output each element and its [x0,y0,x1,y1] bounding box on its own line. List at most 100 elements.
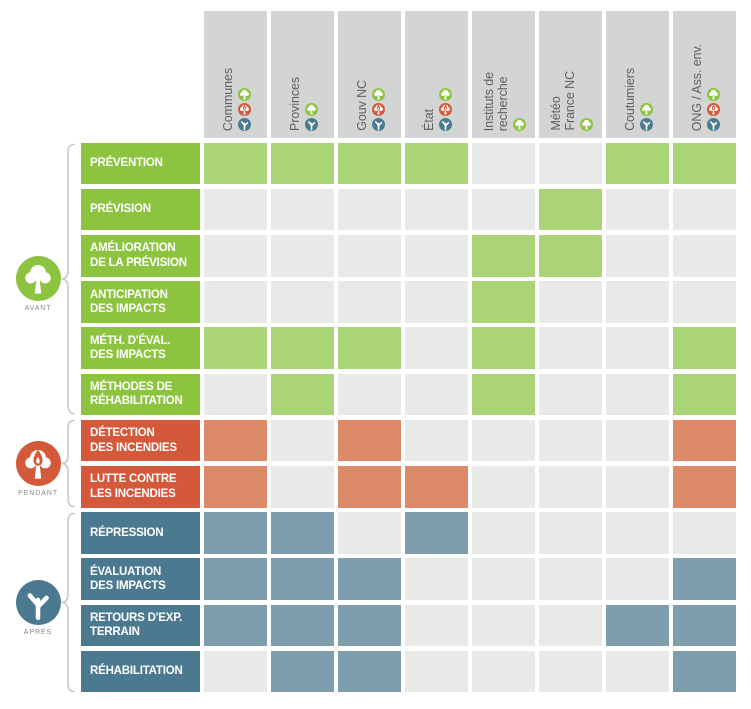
matrix-cell [405,373,468,416]
avant-mini-tree-icon [438,88,452,101]
apres-mini-bare-tree-icon [639,118,653,131]
matrix-grid: Communes Provinces Gouv NC État Instituts de… [81,11,736,693]
column-header-provinces: Provinces [271,11,334,138]
pendant-brace [61,419,75,508]
matrix-cell [472,327,535,369]
matrix-cell [338,466,401,508]
matrix-cell [472,281,535,323]
matrix-cell [204,281,267,323]
matrix-cell [271,281,334,323]
corner-spacer [81,11,200,138]
apres-brace [61,512,75,693]
pendant-mini-burning-tree-icon [706,103,720,116]
matrix-cell [472,650,535,693]
matrix-cell [606,142,669,185]
matrix-cell [472,235,535,277]
matrix-cell [539,188,602,231]
row-label-anticipation-impacts: ANTICIPATION DES IMPACTS [81,281,200,323]
apres-mini-bare-tree-icon [371,118,385,131]
row-label-methodes-rehabilitation: MÉTHODES DE RÉHABILITATION [81,373,200,416]
matrix-cell [271,373,334,416]
matrix-cell [338,327,401,369]
phase-icon-stack [706,88,720,131]
avant-mini-tree-icon [639,103,653,116]
matrix-cell [405,142,468,185]
pendant-mini-burning-tree-icon [371,103,385,116]
matrix-cell [405,327,468,369]
matrix-cell [271,558,334,600]
matrix-cell [539,512,602,554]
matrix-cell [338,419,401,462]
row-label-detection-incendies: DÉTECTION DES INCENDIES [81,419,200,462]
matrix-cell [271,188,334,231]
matrix-cell [405,604,468,647]
matrix-cell [673,188,736,231]
matrix-cell [338,188,401,231]
pendant-mini-burning-tree-icon [237,103,251,116]
matrix-cell [338,142,401,185]
phase-icon-stack [579,118,593,131]
matrix-cell [539,235,602,277]
phase-icon-stack [304,103,318,131]
burning-tree-icon [15,441,61,486]
column-header-coutumiers: Coutumiers [606,11,669,138]
matrix-cell [472,373,535,416]
matrix-cell [673,419,736,462]
matrix-cell [472,604,535,647]
matrix-cell [405,235,468,277]
matrix-cell [204,466,267,508]
matrix-cell [673,466,736,508]
phase-icon-stack [639,103,653,131]
phase-avant-label: AVANT [24,305,52,312]
row-label-prevention: PRÉVENTION [81,142,200,185]
matrix-cell [472,512,535,554]
matrix-cell [539,281,602,323]
matrix-cell [606,604,669,647]
phase-pendant-label: PENDANT [18,490,58,497]
matrix-cell [673,235,736,277]
matrix-cell [204,419,267,462]
matrix-cell [606,327,669,369]
matrix-cell [606,235,669,277]
bare-tree-icon [15,580,61,625]
apres-mini-bare-tree-icon [304,118,318,131]
matrix-cell [271,419,334,462]
phase-avant: AVANT [10,256,66,312]
matrix-cell [539,650,602,693]
row-label-lutte-incendies: LUTTE CONTRE LES INCENDIES [81,466,200,508]
matrix-cell [271,512,334,554]
matrix-cell [204,558,267,600]
column-header-communes: Communes [204,11,267,138]
avant-mini-tree-icon [512,118,526,131]
apres-mini-bare-tree-icon [438,118,452,131]
matrix-cell [405,419,468,462]
matrix-cell [472,558,535,600]
tree-icon [15,256,61,301]
column-label: État [421,109,436,131]
matrix-cell [606,188,669,231]
matrix-cell [673,650,736,693]
phase-icon-stack [237,88,251,131]
row-label-rehabilitation: RÉHABILITATION [81,650,200,693]
matrix-cell [673,512,736,554]
column-label: Instituts de recherche [481,71,510,131]
matrix-cell [338,281,401,323]
avant-mini-tree-icon [371,88,385,101]
column-header-gouv-nc: Gouv NC [338,11,401,138]
matrix-cell [606,558,669,600]
row-label-meth-eval-impacts: MÉTH. D'ÉVAL. DES IMPACTS [81,327,200,369]
matrix-cell [673,327,736,369]
column-label: Coutumiers [622,68,637,131]
row-label-prevision: PRÉVISION [81,188,200,231]
matrix-cell [271,466,334,508]
matrix-cell [405,512,468,554]
row-label-retours-exp-terrain: RETOURS D'EXP. TERRAIN [81,604,200,647]
row-label-amelioration-prevision: AMÉLIORATION DE LA PRÉVISION [81,235,200,277]
phase-apres-label: APRÈS [23,629,53,636]
matrix-cell [539,419,602,462]
matrix-cell [405,281,468,323]
matrix-cell [539,604,602,647]
matrix-cell [606,419,669,462]
matrix-cell [338,235,401,277]
